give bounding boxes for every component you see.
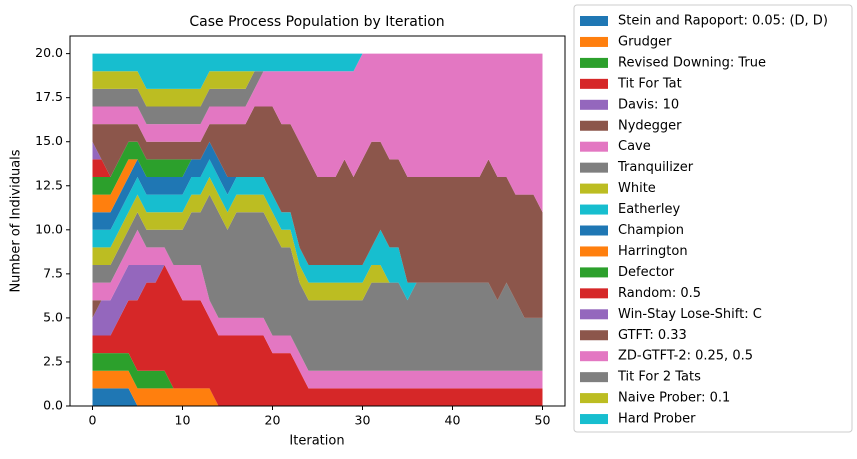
legend: Stein and Rapoport: 0.05: (D, D) Grudger R…	[573, 4, 853, 433]
legend-label: Cave	[618, 139, 651, 154]
y-tick-label: 17.5	[35, 89, 63, 104]
legend-label: GTFT: 0.33	[618, 328, 687, 343]
x-tick-label: 10	[175, 413, 191, 428]
x-axis-label: Iteration	[289, 434, 344, 449]
legend-label: Tit For Tat	[617, 76, 682, 91]
stacked-area	[92, 194, 543, 371]
stacked-area	[92, 53, 543, 213]
legend-swatch	[580, 204, 608, 215]
legend-swatch	[580, 36, 608, 47]
y-tick-label: 10.0	[35, 221, 63, 236]
y-tick-label: 12.5	[35, 177, 63, 192]
legend-label: Tranquilizer	[617, 160, 694, 175]
legend-swatch	[580, 225, 608, 236]
ticks: 0 10 20 30 40 50 0.0 2.5 5.0 7.5 10.0 12.5 15.0 17.5 2…	[35, 45, 550, 427]
legend-label: Nydegger	[618, 118, 682, 133]
legend-label: Harrington	[618, 244, 688, 259]
stacked-area	[92, 141, 543, 318]
y-tick-label: 7.5	[43, 265, 63, 280]
legend-swatch	[580, 267, 608, 278]
legend-label: ZD-GTFT-2: 0.25, 0.5	[618, 349, 753, 364]
stacked-area	[92, 53, 543, 125]
legend-label: Champion	[618, 223, 684, 238]
y-tick-label: 5.0	[43, 309, 63, 324]
stacked-area	[92, 106, 543, 318]
x-tick-label: 40	[445, 413, 461, 428]
legend-label: Stein and Rapoport: 0.05: (D, D)	[618, 14, 828, 29]
stacked-area	[92, 265, 543, 406]
legend-swatch	[580, 162, 608, 173]
x-tick-label: 50	[535, 413, 551, 428]
legend-label: Random: 0.5	[618, 286, 701, 301]
legend-box	[573, 4, 853, 433]
plot-areas	[92, 53, 543, 406]
stacked-area	[92, 265, 543, 389]
y-tick-label: 0.0	[43, 398, 63, 413]
stacked-area	[92, 53, 543, 89]
legend-swatch	[580, 141, 608, 152]
legend-swatch	[580, 330, 608, 341]
x-tick-label: 30	[355, 413, 371, 428]
y-tick-label: 2.5	[43, 353, 63, 368]
legend-label: Win-Stay Lose-Shift: C	[618, 307, 762, 322]
legend-label: Defector	[618, 265, 675, 280]
legend-swatch	[580, 351, 608, 362]
legend-swatch	[580, 309, 608, 320]
legend-swatch	[580, 414, 608, 425]
legend-swatch	[580, 183, 608, 194]
legend-swatch	[580, 120, 608, 131]
legend-swatch	[580, 99, 608, 110]
x-tick-label: 0	[89, 413, 97, 428]
legend-swatch	[580, 57, 608, 68]
legend-label: Eatherley	[618, 202, 680, 217]
legend-swatch	[580, 372, 608, 383]
chart-title: Case Process Population by Iteration	[189, 14, 444, 30]
legend-swatch	[580, 393, 608, 404]
stacked-area	[92, 370, 543, 406]
y-tick-label: 15.0	[35, 133, 63, 148]
legend-label: Davis: 10	[618, 97, 679, 112]
stacked-area	[92, 53, 543, 107]
legend-swatch	[580, 288, 608, 299]
legend-label: Naive Prober: 0.1	[618, 391, 730, 406]
x-tick-label: 20	[265, 413, 281, 428]
axes-frame	[69, 35, 566, 407]
legend-swatch	[580, 246, 608, 257]
stacked-area	[92, 229, 543, 389]
legend-label: White	[618, 181, 656, 196]
legend-label: Tit For 2 Tats	[617, 370, 701, 385]
y-tick-label: 20.0	[35, 45, 63, 60]
y-axis-label: Number of Individuals	[9, 149, 24, 292]
legend-swatch	[580, 16, 608, 26]
legend-label: Grudger	[618, 34, 672, 49]
legend-label: Hard Prober	[618, 412, 696, 427]
legend-swatch	[580, 78, 608, 89]
stacked-area	[92, 176, 543, 318]
legend-label: Revised Downing: True	[618, 55, 766, 70]
